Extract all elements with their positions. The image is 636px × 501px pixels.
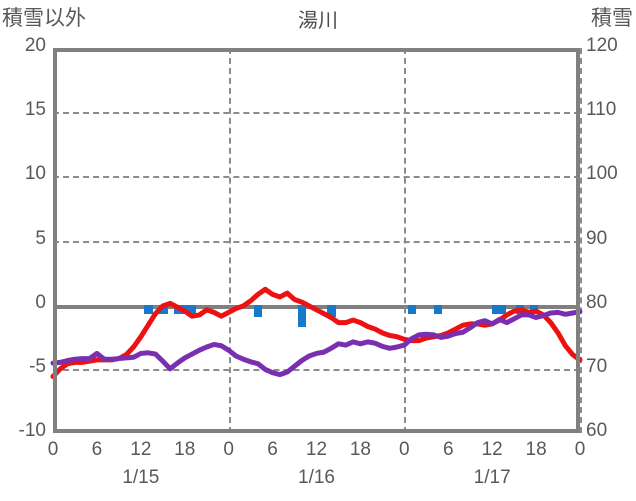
zero-baseline xyxy=(53,304,580,309)
x-axis-day-label: 1/16 xyxy=(298,467,335,488)
y-axis-right-tick-label: 80 xyxy=(586,291,608,313)
plot-border xyxy=(53,48,580,433)
x-axis-tick-label: 18 xyxy=(525,439,547,460)
snow-depth-line xyxy=(50,309,583,378)
x-axis-day-label: 1/17 xyxy=(473,467,511,488)
x-axis-tick-label: 6 xyxy=(442,439,454,460)
y-axis-left-tick-label: 0 xyxy=(35,291,46,313)
x-axis-tick-label: 6 xyxy=(267,439,278,460)
y-axis-right-tick-label: 100 xyxy=(586,163,618,185)
y-axis-left-tick-label: -5 xyxy=(29,355,46,377)
y-axis-left-tick-label: 20 xyxy=(24,35,46,56)
vertical-gridline xyxy=(404,48,407,433)
precipitation-bar xyxy=(492,304,507,315)
right-axis-unit-label: 積雪 xyxy=(591,7,633,30)
series-lines xyxy=(50,286,583,380)
left-axis-unit-label: 積雪以外 xyxy=(2,7,86,30)
y-axis-right-tick-label: 70 xyxy=(586,355,608,377)
x-axis-tick-label: 12 xyxy=(481,439,503,460)
y-axis-left-tick-label: -10 xyxy=(18,420,46,441)
y-axis-left-tick-label: 15 xyxy=(24,99,46,121)
horizontal-gridline xyxy=(53,112,580,115)
x-axis-tick-label: 0 xyxy=(47,439,59,460)
precipitation-bar xyxy=(433,304,442,315)
y-axis-right-tick-label: 120 xyxy=(586,35,618,56)
x-axis-tick-label: 0 xyxy=(223,439,234,460)
x-axis-tick-label: 18 xyxy=(349,439,371,460)
vertical-gridline xyxy=(228,48,231,433)
precipitation-bar xyxy=(144,304,153,315)
y-axis-left-tick-label: 5 xyxy=(35,227,46,249)
horizontal-gridline xyxy=(53,368,580,371)
plot-area xyxy=(50,48,583,433)
precipitation-bar xyxy=(159,304,168,315)
x-axis-tick-label: 0 xyxy=(399,439,410,460)
y-axis-left-tick-label: 10 xyxy=(24,163,46,185)
precipitation-bar xyxy=(298,304,307,328)
x-axis-tick-label: 12 xyxy=(305,439,328,460)
precipitation-bar xyxy=(407,304,417,315)
horizontal-gridline xyxy=(53,240,580,243)
horizontal-gridline xyxy=(53,176,580,179)
y-axis-right-tick-label: 60 xyxy=(586,420,608,441)
chart-title: 湯川 xyxy=(298,10,338,32)
x-axis-tick-label: 6 xyxy=(91,439,103,460)
y-axis-right-tick-label: 90 xyxy=(586,227,608,249)
x-axis-tick-label: 18 xyxy=(174,439,196,460)
x-axis-day-label: 1/15 xyxy=(122,467,160,488)
vertical-gridline xyxy=(580,48,582,433)
x-axis-tick-label: 12 xyxy=(130,439,152,460)
x-axis-tick-label: 0 xyxy=(574,439,586,460)
precipitation-bar xyxy=(327,304,336,318)
precipitation-bar xyxy=(254,304,263,318)
y-axis-right-tick-label: 110 xyxy=(586,99,617,121)
